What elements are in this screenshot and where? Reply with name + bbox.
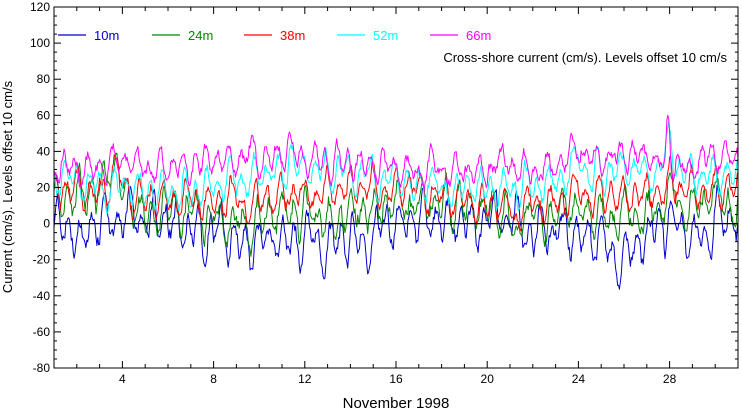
y-tick-label: 40: [37, 144, 51, 158]
y-tick-label: -20: [33, 253, 51, 267]
series-line-24m: [54, 152, 738, 257]
y-axis-label: Current (cm/s). Levels offset 10 cm/s: [0, 80, 15, 293]
y-tick-label: 0: [43, 217, 50, 231]
y-tick-label: -80: [33, 361, 51, 375]
series-line-66m: [54, 114, 738, 190]
y-tick-label: 20: [37, 181, 51, 195]
axes-layer: -80 -60 -40 -20 0 20 40 60 80 100 120 4 8 12 16 20 24 28: [30, 0, 739, 386]
y-tick-label: 120: [30, 0, 50, 14]
y-tick-label: 60: [37, 108, 51, 122]
y-tick-label: 100: [30, 36, 50, 50]
x-tick-label: 12: [298, 372, 312, 386]
y-tick-label: -60: [33, 325, 51, 339]
legend-label-52m: 52m: [373, 28, 398, 43]
legend: 10m 24m 38m 52m 66m: [58, 28, 491, 43]
chart-annotation: Cross-shore current (cm/s). Levels offse…: [443, 50, 727, 65]
y-tick-label: 80: [37, 72, 51, 86]
x-tick-label: 28: [663, 372, 677, 386]
series-line-10m: [54, 184, 738, 290]
legend-label-10m: 10m: [94, 28, 119, 43]
legend-label-66m: 66m: [466, 28, 491, 43]
series-line-38m: [54, 154, 738, 232]
x-tick-label: 20: [481, 372, 495, 386]
x-axis-label: November 1998: [343, 395, 450, 412]
y-tick-label: -40: [33, 289, 51, 303]
x-tick-label: 8: [210, 372, 217, 386]
legend-label-38m: 38m: [280, 28, 305, 43]
x-tick-label: 24: [572, 372, 586, 386]
x-tick-label: 4: [119, 372, 126, 386]
legend-label-24m: 24m: [188, 28, 213, 43]
x-tick-label: 16: [389, 372, 403, 386]
series-lines-layer: [54, 114, 738, 290]
